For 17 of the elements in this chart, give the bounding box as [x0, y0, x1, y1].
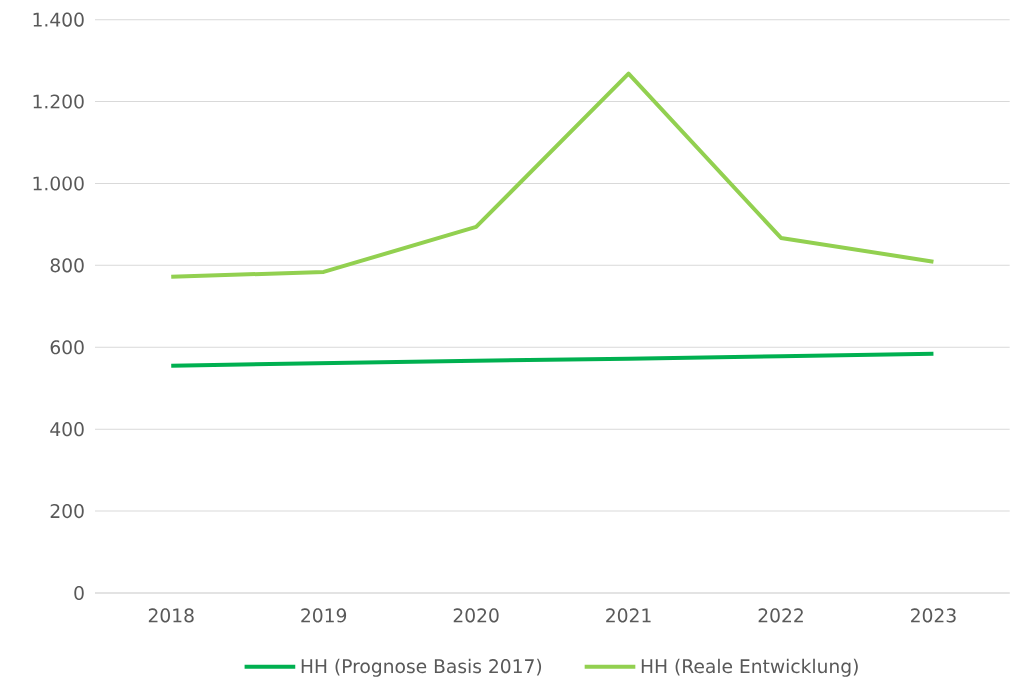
y-tick-label: 400 [50, 422, 84, 437]
y-tick-label: 0 [74, 585, 84, 601]
x-tick-label: 2021 [606, 608, 651, 623]
legend-label: HH (Prognose Basis 2017) [301, 658, 542, 677]
x-tick-label: 2023 [911, 608, 956, 623]
y-tick-label: 1.000 [33, 176, 84, 191]
x-tick-label: 2018 [148, 608, 194, 623]
y-tick-label: 200 [50, 504, 84, 519]
y-tick-label: 1.400 [33, 12, 84, 27]
x-tick-label: 2022 [758, 608, 803, 623]
legend-label: HH (Reale Entwicklung) [641, 658, 858, 677]
x-tick-label: 2020 [453, 608, 499, 623]
line-series [169, 71, 936, 279]
y-tick-label: 600 [50, 340, 84, 355]
y-tick-label: 1.200 [33, 94, 84, 109]
y-tick-label: 800 [50, 258, 84, 273]
x-tick-label: 2019 [301, 608, 347, 623]
